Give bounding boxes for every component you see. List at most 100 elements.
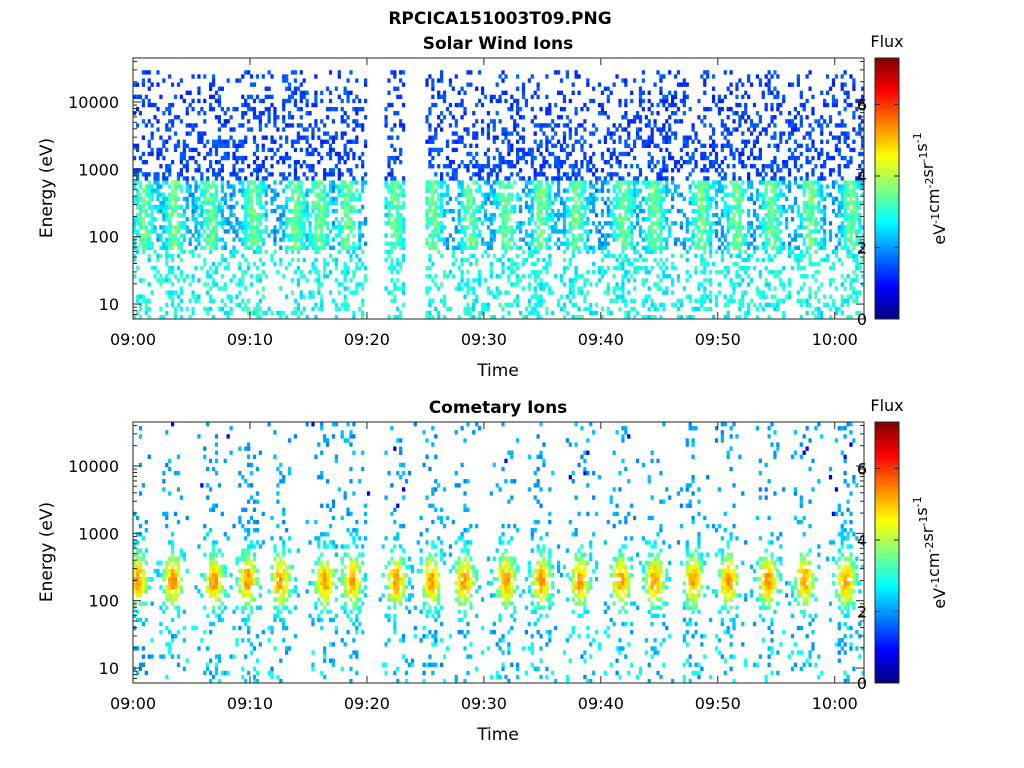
flux-cell <box>729 70 733 75</box>
flux-cell <box>475 143 479 149</box>
flux-cell <box>624 111 628 116</box>
flux-cell <box>729 221 733 226</box>
flux-cell <box>241 306 245 312</box>
flux-cell <box>211 233 216 238</box>
flux-cell <box>428 298 432 303</box>
flux-cell <box>539 217 543 222</box>
flux-cell <box>226 204 230 210</box>
flux-cell <box>776 270 780 275</box>
flux-cell <box>802 135 806 140</box>
flux-cell <box>504 90 508 96</box>
flux-cell <box>691 139 695 144</box>
flux-cell <box>302 127 306 132</box>
flux-cell <box>767 164 771 169</box>
flux-cell <box>562 208 567 214</box>
flux-cell <box>545 310 549 316</box>
flux-cell <box>393 86 397 91</box>
flux-cell <box>545 245 549 250</box>
flux-cell <box>133 196 137 202</box>
flux-cell <box>685 143 689 149</box>
flux-cell <box>551 119 555 124</box>
flux-cell <box>694 217 698 222</box>
flux-cell <box>451 131 455 136</box>
flux-cell <box>577 237 581 242</box>
flux-cell <box>530 212 534 218</box>
flux-cell <box>285 74 289 79</box>
flux-cell <box>165 139 169 144</box>
flux-cell <box>454 229 458 234</box>
flux-cell <box>252 233 257 238</box>
flux-cell <box>197 278 201 283</box>
flux-cell <box>279 155 283 161</box>
flux-cell <box>311 208 315 214</box>
flux-cell <box>545 147 549 153</box>
flux-cell <box>249 172 254 177</box>
flux-cell <box>635 176 640 181</box>
flux-cell <box>346 233 350 238</box>
flux-cell <box>194 245 198 250</box>
flux-cell <box>556 188 561 193</box>
flux-cell <box>545 212 549 218</box>
flux-cell <box>317 270 321 275</box>
flux-cell <box>723 94 727 100</box>
flux-cell <box>662 164 666 169</box>
flux-cell <box>220 306 224 312</box>
flux-cell <box>396 257 400 263</box>
flux-cell <box>364 217 368 222</box>
flux-cell <box>264 184 268 189</box>
flux-cell <box>720 249 724 255</box>
flux-cell <box>624 229 628 234</box>
flux-cell <box>589 245 593 250</box>
flux-cell <box>592 131 596 136</box>
flux-cell <box>793 245 798 250</box>
flux-cell <box>732 127 736 132</box>
flux-cell <box>191 290 195 295</box>
flux-cell <box>232 127 236 132</box>
flux-cell <box>521 286 526 291</box>
flux-cell <box>530 217 534 222</box>
flux-cell <box>387 253 391 259</box>
flux-cell <box>492 119 496 124</box>
flux-cell <box>662 261 666 267</box>
flux-cell <box>258 115 262 120</box>
flux-cell <box>282 233 286 238</box>
flux-cell <box>665 290 669 295</box>
flux-cell <box>627 278 631 283</box>
flux-cell <box>168 294 172 299</box>
flux-cell <box>249 217 254 222</box>
flux-cell <box>542 155 546 161</box>
flux-cell <box>545 270 549 275</box>
flux-cell <box>507 192 511 197</box>
flux-cell <box>211 229 216 234</box>
flux-cell <box>776 164 780 169</box>
flux-cell <box>764 229 768 234</box>
flux-cell <box>600 90 605 96</box>
flux-cell <box>764 74 768 79</box>
flux-cell <box>168 217 172 222</box>
flux-cell <box>559 159 564 165</box>
flux-cell <box>747 225 751 230</box>
flux-cell <box>700 233 704 238</box>
flux-cell <box>314 74 318 79</box>
flux-cell <box>600 314 605 320</box>
flux-cell <box>358 282 362 287</box>
flux-cell <box>425 241 429 246</box>
flux-cell <box>293 200 298 206</box>
flux-cell <box>650 135 654 140</box>
flux-cell <box>521 314 526 320</box>
flux-cell <box>644 278 648 283</box>
flux-cell <box>425 274 429 279</box>
flux-cell <box>311 237 315 242</box>
flux-cell <box>498 192 502 197</box>
flux-cell <box>440 298 444 303</box>
flux-cell <box>311 135 315 140</box>
flux-cell <box>299 106 303 112</box>
flux-cell <box>176 180 181 185</box>
flux-cell <box>647 212 651 218</box>
flux-cell <box>717 172 722 177</box>
flux-cell <box>334 151 338 157</box>
flux-cell <box>293 229 298 234</box>
flux-cell <box>320 294 324 299</box>
flux-cell <box>685 278 689 283</box>
flux-cell <box>226 221 230 226</box>
